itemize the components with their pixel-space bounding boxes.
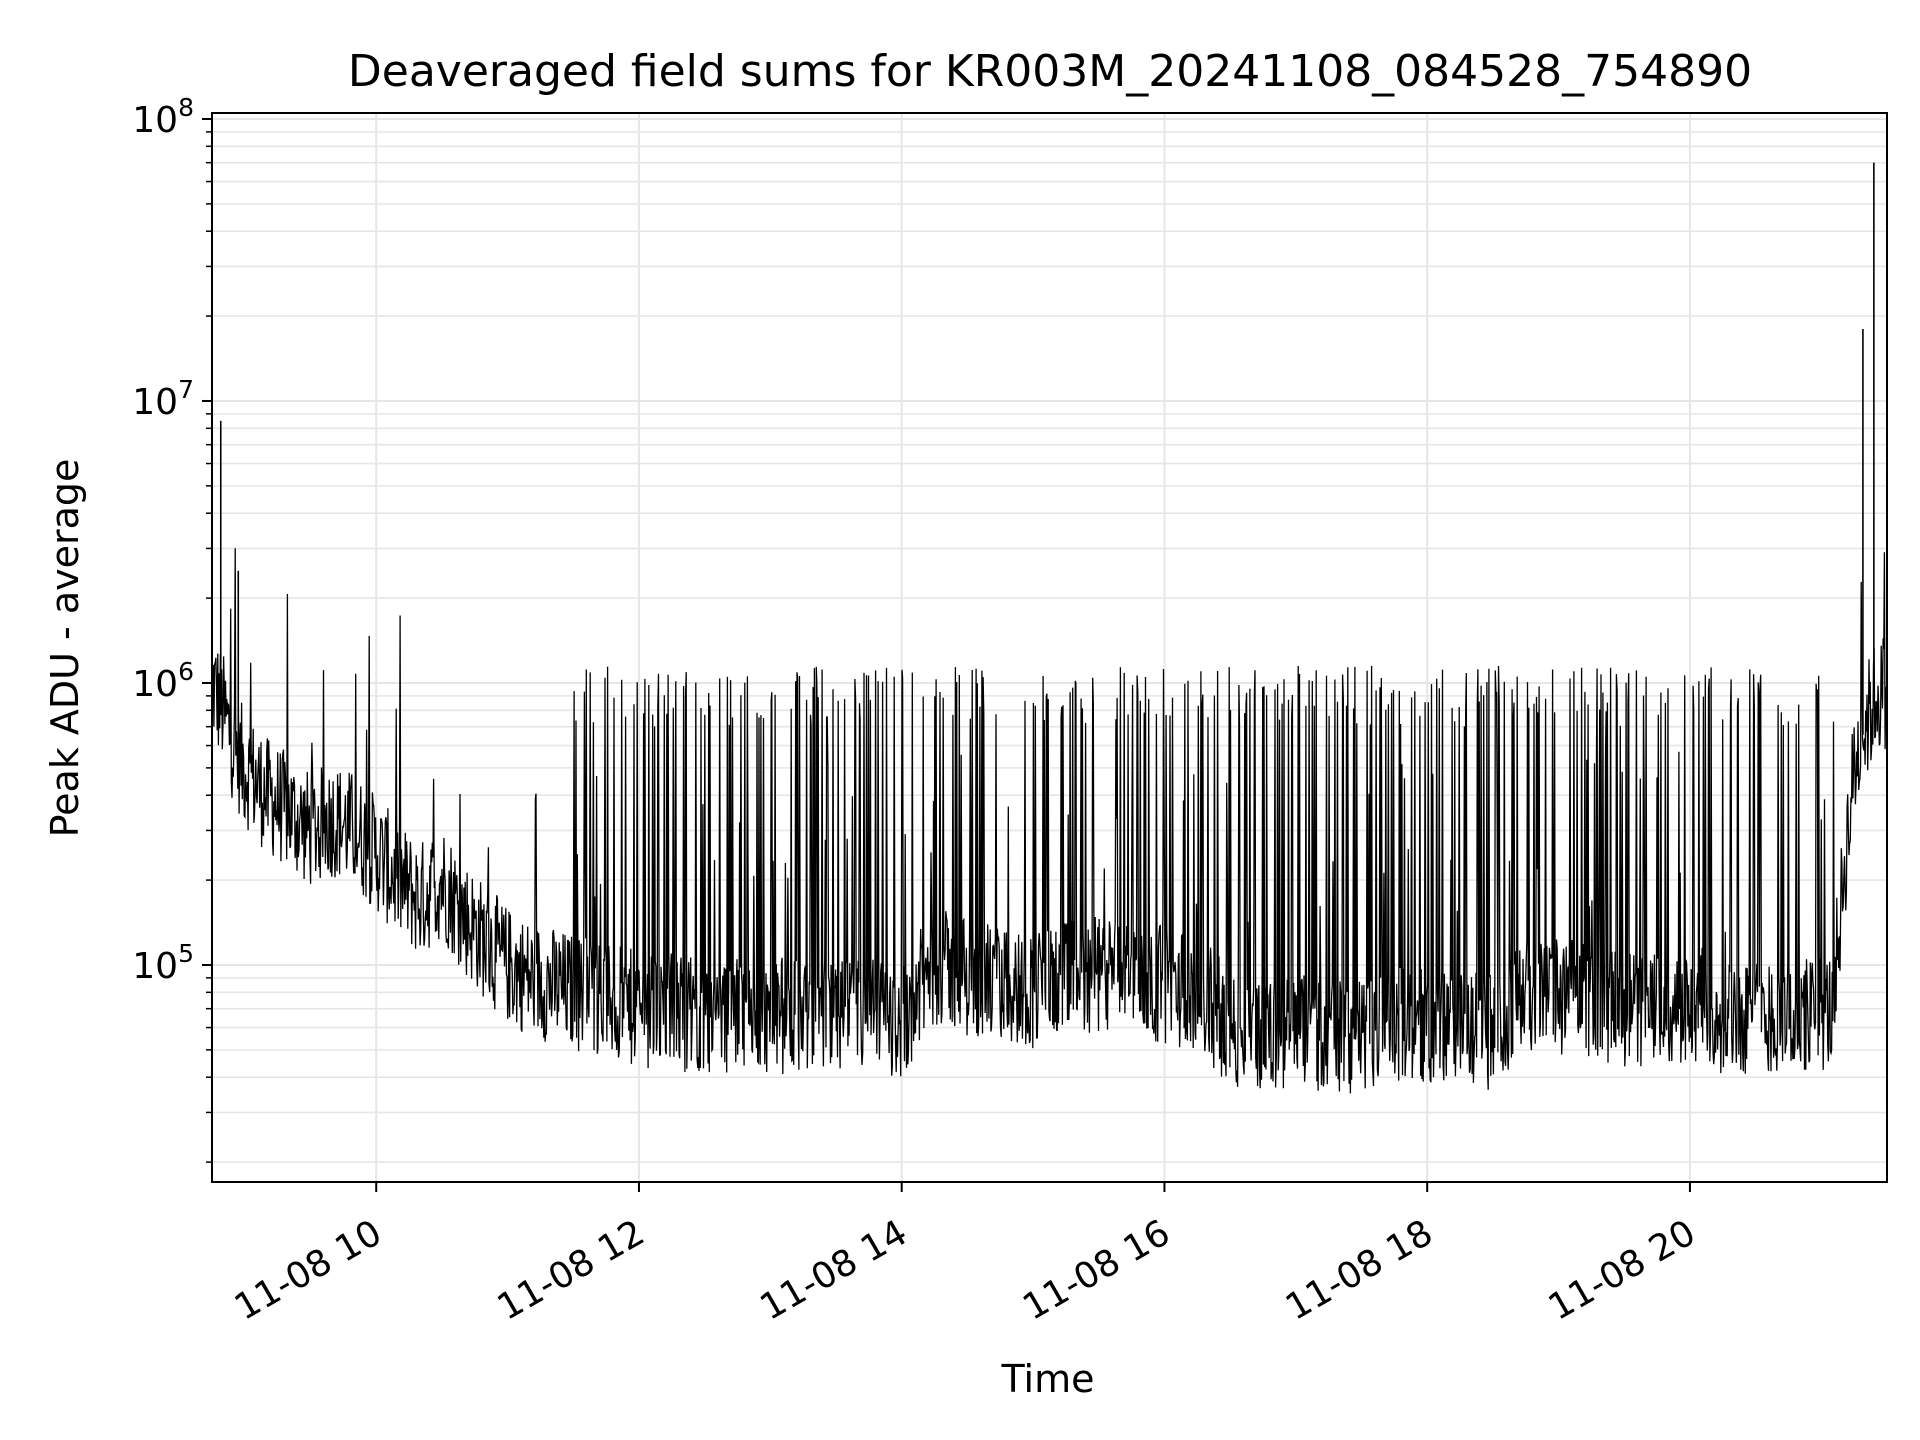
x-tick-label: 11-08 18 [1279, 1212, 1440, 1328]
y-tick-label: 105 [132, 939, 194, 987]
plot-frame [211, 112, 1888, 1183]
y-tick-label: 107 [132, 375, 194, 423]
y-tick-label: 108 [132, 93, 194, 141]
x-tick-label: 11-08 20 [1542, 1212, 1703, 1328]
chart-title: Deaveraged field sums for KR003M_2024110… [348, 46, 1752, 97]
x-tick-label: 11-08 12 [491, 1212, 652, 1328]
y-axis-label: Peak ADU - average [43, 459, 87, 838]
x-tick-label: 11-08 14 [754, 1212, 915, 1328]
x-tick-label: 11-08 10 [228, 1212, 389, 1328]
x-tick-label: 11-08 16 [1016, 1212, 1177, 1328]
y-tick-label: 106 [132, 657, 194, 705]
grid-lines [212, 113, 1887, 1182]
plot-area [211, 162, 1888, 1094]
series-line [211, 548, 1888, 1094]
x-axis-label: Time [1001, 1357, 1095, 1401]
